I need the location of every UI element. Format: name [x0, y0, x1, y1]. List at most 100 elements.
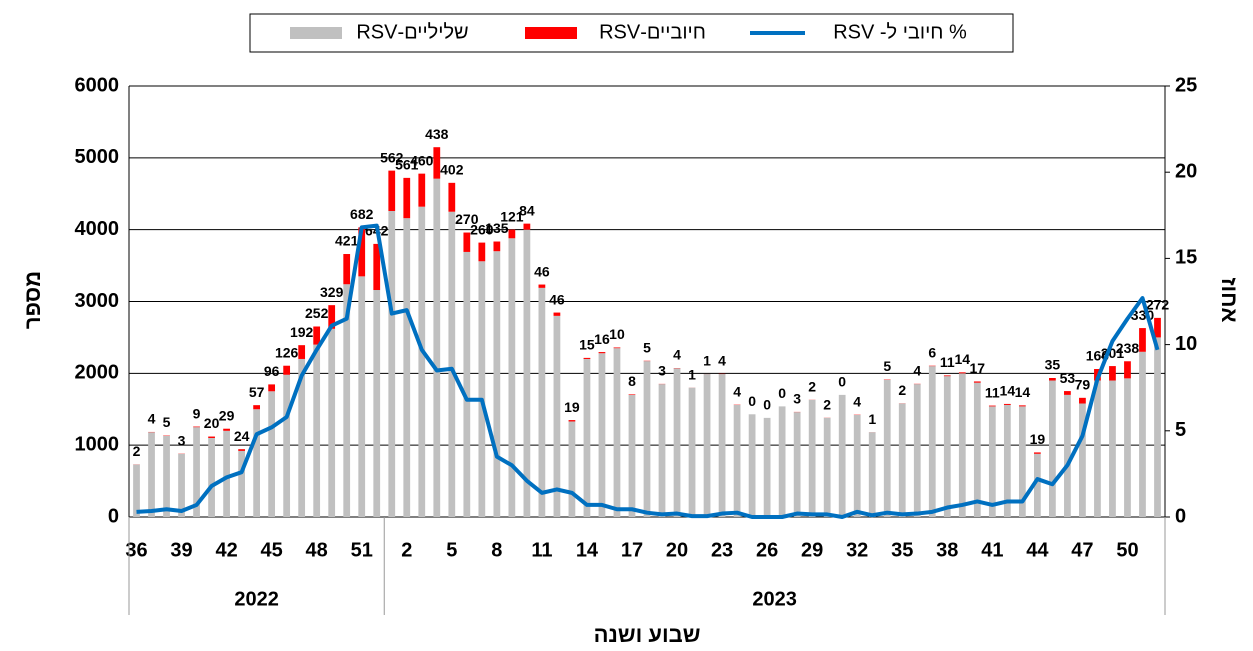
bar-negative — [208, 437, 215, 517]
y2-tick-label: 10 — [1175, 333, 1197, 355]
data-label: 14 — [955, 351, 971, 367]
data-label: 5 — [163, 414, 171, 430]
y-tick-label: 6000 — [75, 74, 120, 96]
percent-line — [136, 223, 1160, 519]
bar-positive — [958, 372, 966, 374]
bar-positive — [418, 173, 426, 207]
data-label: 11 — [940, 354, 955, 370]
bar-negative — [658, 384, 666, 517]
data-label: 3 — [178, 432, 186, 448]
bar-positive — [1124, 361, 1131, 379]
bar-negative — [268, 391, 276, 517]
bar-negative — [628, 394, 636, 517]
bar-negative — [613, 348, 621, 517]
bar-positive — [433, 147, 441, 179]
x-tick-label: 2 — [401, 539, 412, 561]
data-label: 2 — [808, 378, 816, 394]
group-label: 2023 — [752, 588, 797, 610]
bar-positive — [448, 182, 456, 212]
bar-negative — [1124, 378, 1131, 517]
bar-positive — [1154, 317, 1161, 338]
bar-negative — [463, 251, 471, 517]
legend-label: שליליים-RSV — [356, 21, 468, 43]
y-tick-label: 2000 — [75, 362, 120, 384]
data-label: 2 — [133, 443, 141, 459]
data-label: 1 — [688, 366, 696, 382]
bar-positive — [313, 326, 321, 345]
y2-tick-label: 0 — [1175, 505, 1186, 527]
data-label: 24 — [234, 428, 250, 444]
data-label: 1 — [868, 411, 876, 427]
bar-negative — [973, 382, 981, 517]
bar-negative — [313, 344, 321, 517]
y-tick-label: 1000 — [75, 433, 120, 455]
bar-positive — [358, 227, 366, 277]
data-label: 682 — [350, 206, 374, 222]
x-axis-title: שבוע ושנה — [594, 622, 701, 647]
bar-negative — [133, 464, 140, 517]
bar-negative — [1064, 394, 1071, 517]
data-label: 272 — [1146, 297, 1170, 313]
bar-negative — [718, 374, 726, 517]
data-label: 421 — [335, 233, 359, 249]
bar-negative — [598, 353, 606, 517]
data-label: 17 — [970, 360, 986, 376]
bar-negative — [673, 368, 681, 517]
data-label: 2 — [898, 382, 906, 398]
x-tick-label: 5 — [446, 539, 457, 561]
bar-positive — [613, 347, 621, 349]
data-label: 2 — [823, 396, 831, 412]
bar-negative — [1018, 406, 1026, 517]
x-tick-label: 44 — [1026, 539, 1049, 561]
bar-positive — [598, 352, 606, 354]
bar-positive — [388, 170, 396, 211]
bar-positive — [1018, 405, 1026, 407]
bar-negative — [298, 358, 306, 517]
x-tick-label: 38 — [936, 539, 958, 561]
data-label: 0 — [763, 397, 771, 413]
data-label: 260 — [470, 221, 494, 237]
bar-negative — [898, 403, 906, 517]
bar-positive — [1064, 391, 1071, 395]
bar-positive — [463, 232, 471, 252]
data-label: 15 — [579, 337, 595, 353]
y2-tick-label: 5 — [1175, 419, 1186, 441]
x-tick-label: 51 — [351, 539, 373, 561]
bar-negative — [688, 387, 696, 517]
legend-swatch — [290, 27, 342, 39]
data-label: 53 — [1060, 370, 1076, 386]
bar-positive — [493, 241, 501, 252]
bar-negative — [748, 414, 756, 517]
bar-negative — [418, 206, 426, 517]
y2-tick-label: 15 — [1175, 247, 1197, 269]
bar-positive — [988, 405, 996, 407]
data-label: 19 — [564, 399, 580, 415]
bar-negative — [358, 276, 366, 517]
bar-negative — [478, 261, 486, 517]
x-tick-label: 35 — [891, 539, 913, 561]
data-label: 46 — [534, 263, 550, 279]
x-tick-label: 8 — [491, 539, 502, 561]
bar-positive — [1109, 366, 1116, 381]
bar-negative — [328, 328, 336, 517]
bar-positive — [1003, 403, 1011, 405]
bar-positive — [373, 243, 381, 291]
data-label: 4 — [148, 411, 156, 427]
bar-negative — [988, 406, 996, 517]
y2-axis-title: אחוז — [1217, 277, 1242, 322]
data-label: 29 — [219, 407, 235, 423]
bar-negative — [883, 379, 891, 517]
data-label: 402 — [440, 162, 464, 178]
x-tick-label: 36 — [125, 539, 147, 561]
bar-negative — [238, 450, 245, 517]
x-tick-label: 20 — [666, 539, 688, 561]
data-label: 96 — [264, 363, 280, 379]
bar-negative — [928, 366, 936, 517]
bar-negative — [403, 218, 411, 517]
bar-positive — [193, 426, 200, 428]
y2-tick-label: 25 — [1175, 74, 1197, 96]
bar-negative — [1109, 380, 1116, 517]
bar-negative — [538, 287, 546, 517]
bar-positive — [1139, 328, 1146, 352]
